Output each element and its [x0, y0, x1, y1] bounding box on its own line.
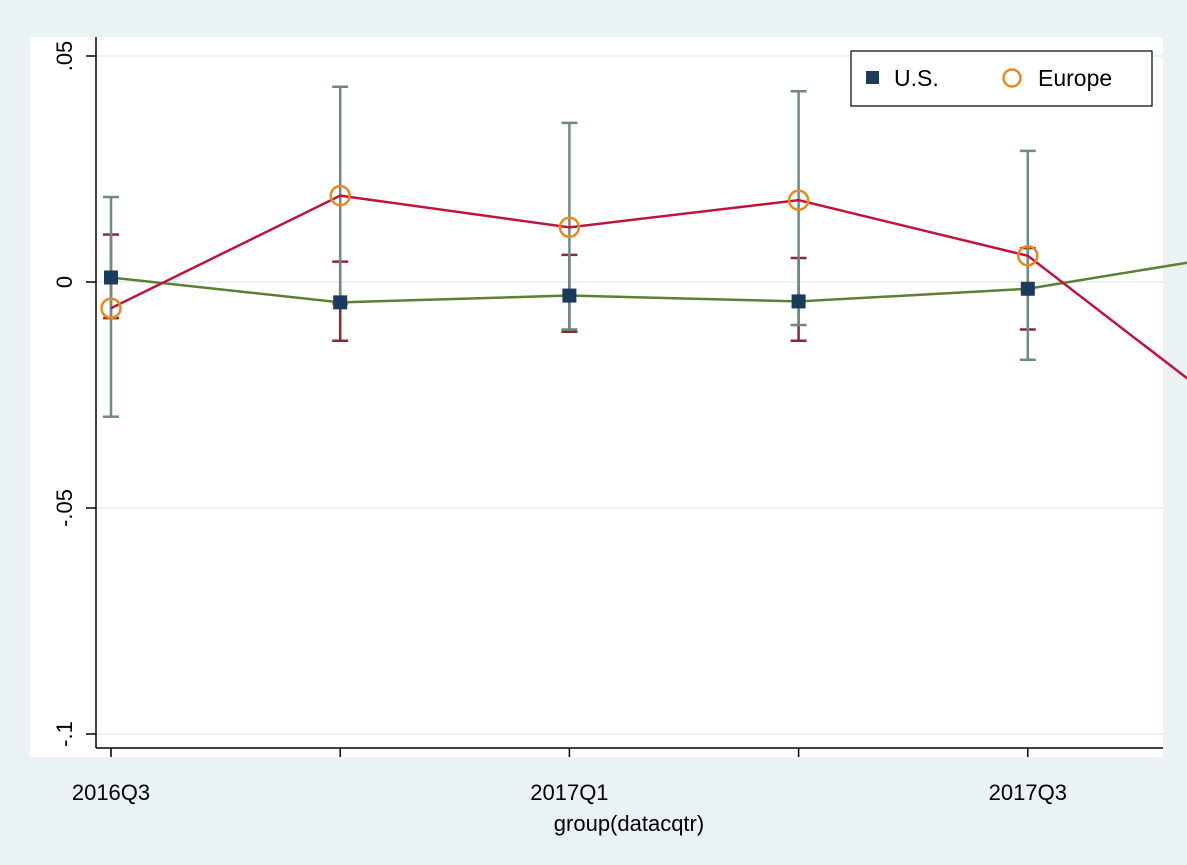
series-markers: [100, 184, 1039, 319]
us-marker: [791, 294, 806, 309]
series-line: [110, 194, 1187, 380]
y-axis-ticks: .05 0 -.05 -.1: [52, 41, 96, 747]
europe-marker: [329, 184, 351, 207]
y-tick-label: -.1: [52, 721, 77, 747]
europe-marker: [1017, 245, 1039, 267]
x-axis-label: group(datacqtr): [554, 811, 704, 836]
us-marker: [333, 295, 348, 310]
legend: U.S. Europe: [850, 50, 1153, 107]
legend-square-marker: [866, 71, 879, 84]
us-marker: [104, 270, 118, 285]
x-axis-ticks: 2016Q32017Q12017Q32018Q12018Q3: [72, 748, 1067, 805]
us-marker: [562, 288, 577, 303]
us-marker: [1020, 281, 1035, 296]
europe-marker: [787, 189, 810, 211]
europe-marker: [558, 216, 581, 239]
y-tick-label: 0: [52, 276, 77, 288]
series-line: [110, 261, 1187, 304]
plot-region: [30, 37, 1163, 757]
x-tick-label: 2016Q3: [72, 780, 150, 805]
europe-marker: [100, 297, 122, 319]
legend-box: [850, 50, 1153, 107]
legend-circle-marker: [1002, 68, 1022, 88]
series-lines: [110, 194, 1187, 380]
legend-label-europe: Europe: [1038, 65, 1112, 91]
x-tick-label: 2017Q1: [530, 780, 608, 805]
y-tick-label: -.05: [52, 489, 77, 527]
y-tick-label: .05: [52, 41, 77, 72]
legend-label-us: U.S.: [894, 65, 939, 91]
x-tick-label: 2017Q3: [989, 780, 1067, 805]
